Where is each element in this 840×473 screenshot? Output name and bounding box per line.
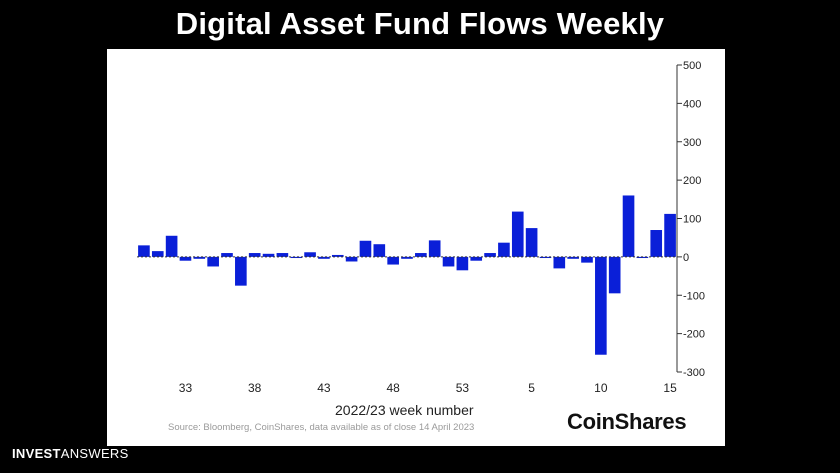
bar-22 xyxy=(442,256,455,267)
bar-32 xyxy=(581,256,593,263)
x-axis-ticks: 33 38 43 48 53 5 10 15 xyxy=(179,381,677,395)
x-tick-label-10: 10 xyxy=(594,381,608,395)
bar-20 xyxy=(415,253,427,257)
bar-3 xyxy=(179,256,192,261)
bar-25 xyxy=(484,253,496,257)
source-note: Source: Bloomberg, CoinShares, data avai… xyxy=(168,422,475,433)
y-axis-ticks: 500 400 300 200 100 0 -100 -200 -300 xyxy=(677,60,705,379)
x-tick-label-15: 15 xyxy=(663,381,677,395)
x-tick-label-48: 48 xyxy=(386,381,400,395)
bar-6 xyxy=(221,253,233,257)
bar-1 xyxy=(151,251,164,257)
slide-title: Digital Asset Fund Flows Weekly xyxy=(175,6,665,41)
bar-9 xyxy=(262,253,275,257)
y-tick-label-500: 500 xyxy=(683,60,701,72)
bar-23 xyxy=(456,256,469,271)
y-tick-label--200: -200 xyxy=(683,329,705,341)
bar-10 xyxy=(276,253,289,257)
bar-29 xyxy=(539,256,552,259)
bar-27 xyxy=(511,211,524,257)
x-tick-label-5: 5 xyxy=(528,381,535,395)
y-tick-label-400: 400 xyxy=(683,98,701,110)
investanswers-brand: INVESTANSWERS xyxy=(12,446,129,461)
bar-36 xyxy=(636,256,649,259)
brand-part-answers: ANSWERS xyxy=(60,446,129,461)
bar-38 xyxy=(664,213,676,257)
bar-4 xyxy=(193,256,206,259)
y-tick-label-200: 200 xyxy=(683,175,701,187)
bar-8 xyxy=(248,253,261,257)
y-tick-label-300: 300 xyxy=(683,137,701,149)
bars-group xyxy=(138,195,676,355)
x-tick-label-43: 43 xyxy=(317,381,331,395)
bar-37 xyxy=(650,230,663,257)
bar-12 xyxy=(304,252,316,257)
brand-part-invest: INVEST xyxy=(12,446,61,461)
bar-26 xyxy=(498,242,510,257)
bar-33 xyxy=(595,256,607,355)
bar-21 xyxy=(428,240,441,257)
x-tick-label-53: 53 xyxy=(456,381,470,395)
y-tick-label-100: 100 xyxy=(683,214,701,226)
bar-30 xyxy=(553,256,566,269)
y-tick-label--100: -100 xyxy=(683,290,705,302)
bar-35 xyxy=(622,195,635,257)
bar-31 xyxy=(567,256,579,259)
bar-24 xyxy=(470,256,483,261)
bar-14 xyxy=(331,254,344,257)
chart-panel: 500 400 300 200 100 0 -100 -200 -300 33 38 43 48 53 5… xyxy=(107,49,725,446)
y-tick-label--300: -300 xyxy=(683,367,705,379)
bar-7 xyxy=(235,256,247,286)
bar-5 xyxy=(207,256,219,267)
bar-0 xyxy=(138,245,150,257)
x-axis-label: 2022/23 week number xyxy=(335,402,474,418)
bar-28 xyxy=(525,228,538,257)
bar-17 xyxy=(373,244,386,257)
bar-15 xyxy=(345,256,358,262)
bar-16 xyxy=(359,240,372,257)
bar-34 xyxy=(608,256,621,294)
x-tick-label-38: 38 xyxy=(248,381,262,395)
x-tick-label-33: 33 xyxy=(179,381,193,395)
fund-flows-bar-chart: 500 400 300 200 100 0 -100 -200 -300 33 38 43 48 53 5… xyxy=(137,60,705,395)
coinshares-logo: CoinShares xyxy=(567,409,687,434)
bar-13 xyxy=(318,256,330,259)
bar-2 xyxy=(165,235,178,257)
y-tick-label-0: 0 xyxy=(683,252,689,264)
bar-19 xyxy=(401,256,413,259)
bar-18 xyxy=(387,256,399,265)
bar-11 xyxy=(290,256,303,259)
